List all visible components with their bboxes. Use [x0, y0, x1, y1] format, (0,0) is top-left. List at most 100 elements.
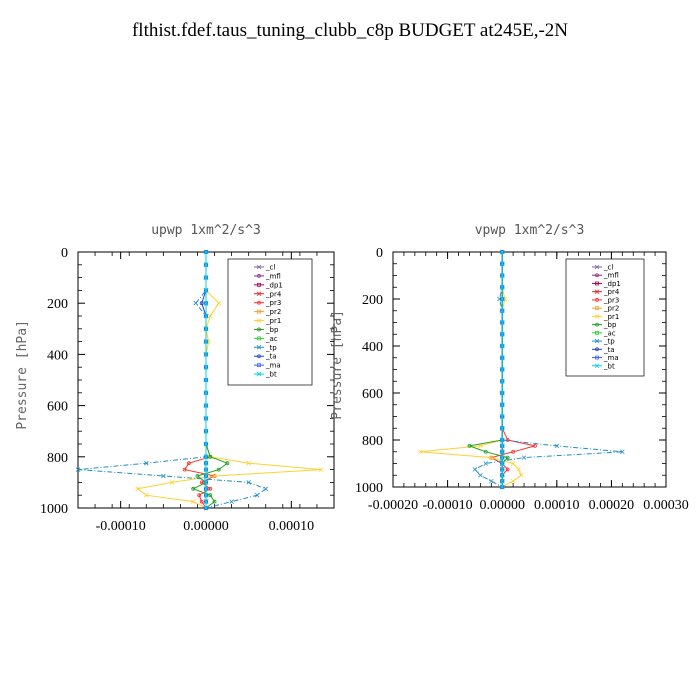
plot-2-ytick-label: 0	[376, 246, 383, 261]
plot-1-ytick-label: 600	[47, 400, 68, 415]
plot-2-ytick-label: 400	[362, 340, 383, 355]
plot-1-series-bt-point	[203, 288, 209, 293]
plot-1-series-bp-point	[208, 493, 213, 498]
plot-2-legend-entry: _ta	[603, 346, 615, 354]
plot-2-series-bt-point	[499, 331, 505, 337]
plot-2-series-pr1-line	[420, 252, 522, 488]
plot-1-legend-entry: _bt	[265, 371, 277, 379]
plot-1-series-bt-point	[203, 339, 209, 344]
plot-2-series-bt-point	[499, 390, 505, 396]
plot-1-series-pr1-point	[216, 300, 222, 306]
plot-1-series-tp-point	[254, 492, 260, 498]
plot-2-series-bt-point	[499, 261, 505, 267]
plot-2-series-bt-point	[499, 367, 505, 372]
plot-1-series-bt-point	[203, 486, 209, 492]
plot-1-series-bp-point	[191, 486, 196, 491]
plot-1-series-bt-point	[203, 377, 209, 383]
plot-2-series-pr3-point	[511, 449, 516, 454]
plot-2-ytick-label: 200	[362, 293, 383, 308]
plot-2-series-pr3-point	[505, 467, 510, 472]
plot-2-series-tp-point	[521, 455, 527, 460]
plot-1-legend-entry: _cl	[265, 264, 275, 272]
plot-2-ytick-label: 600	[362, 387, 383, 402]
plot-1-series-pr3-point	[208, 486, 213, 491]
plot-2-series-bt-point	[499, 437, 505, 443]
plot-1-series-pr1-point	[246, 460, 251, 466]
plot-2-legend-marker	[594, 264, 600, 270]
plot-2-title: vpwp 1xm^2/s^3	[475, 223, 585, 238]
plot-2-legend-entry: _cl	[603, 264, 613, 272]
plot-1-series-bt-point	[203, 403, 209, 408]
plot-1-series-bp	[191, 250, 230, 510]
plot-2-xtick-label: 0.00010	[534, 498, 580, 513]
plot-1-series-pr1-point	[143, 492, 149, 498]
plot-1-series-bt-point	[203, 416, 209, 421]
plot-1-series-tp-point	[263, 486, 269, 492]
plot-1-series-bp-point	[212, 499, 217, 504]
plot-1-series-pr1-point	[135, 486, 141, 492]
plot-2-series-bt-point	[499, 402, 505, 408]
plot-1-series-bt-point	[203, 249, 209, 255]
plot-2-series-pr1-point	[516, 467, 521, 472]
plot-1-series-bt-point	[203, 390, 209, 396]
plot-2-legend-entry: _pr2	[603, 305, 619, 313]
plot-1-series-bt-point	[203, 364, 209, 370]
plot-1-series-pr1-point	[212, 473, 217, 479]
plot-1-series-pr3	[182, 250, 217, 510]
plot-1-series-ta-point	[199, 301, 204, 306]
plot-2-xtick-label: 0.00000	[479, 498, 525, 513]
plot-1-title: upwp 1xm^2/s^3	[151, 223, 261, 238]
plot-2: vpwp 1xm^2/s^3 Pressure [hPa] 0 200 400 600 80…	[330, 223, 689, 513]
plot-1-legend-entry: _pr2	[265, 308, 281, 316]
plot-2-series-bt-point	[499, 449, 505, 455]
plot-1-series-bp-point	[195, 474, 200, 478]
plot-1-series-bt-point	[203, 467, 209, 472]
plot-2-legend-entry: _ma	[603, 354, 619, 362]
plot-2-series-pr1-point	[510, 478, 516, 484]
plot-2-series-bt-point	[499, 378, 505, 384]
plot-2-legend-marker	[595, 298, 599, 302]
plot-2-legend-marker	[595, 347, 599, 352]
plot-1-series-bt-point	[203, 275, 209, 280]
plot-1-series-bp-point	[216, 467, 221, 472]
plot-1-legend-marker	[256, 371, 262, 377]
plot-2-series-bt-point	[499, 467, 505, 472]
plot-2-series-bp-point	[505, 455, 510, 460]
plot-2-legend: _cl_mfl_dp1_pr4_pr3_pr2_pr1_bp_ac_tp_ta_…	[565, 258, 645, 377]
plot-1-series-pr3-line	[183, 252, 216, 509]
plot-2-legend-marker	[595, 330, 599, 335]
plot-1-legend-entry: _dp1	[265, 281, 283, 289]
plot-2-series-bt-point	[499, 443, 505, 449]
plot-1: upwp 1xm^2/s^3 Pressure [hPa] 0 200 400 600 80…	[15, 223, 335, 534]
plot-1-legend-entry: _ta	[265, 353, 277, 361]
plot-2-series-bt-point	[499, 320, 505, 325]
plot-2-legend-marker	[595, 281, 599, 286]
plot-2-series-bt-point	[499, 249, 505, 255]
plot-1-series-tp-point	[229, 499, 234, 504]
plot-2-series-bt-point	[499, 472, 505, 478]
plot-2-legend-entry: _pr3	[603, 296, 619, 304]
plot-1-series-bt-point	[203, 473, 209, 479]
plot-2-legend-entry: _mfl	[603, 272, 619, 280]
page-title: flthist.fdef.taus_tuning_clubb_c8p BUDGE…	[131, 20, 569, 41]
plot-2-series-bt-point	[499, 484, 505, 490]
plot-2-series-bt-point	[499, 273, 505, 278]
plot-1-ylabel: Pressure [hPa]	[15, 320, 30, 430]
plot-2-xtick-label: -0.00020	[368, 498, 418, 513]
plot-2-legend-entry: _pr4	[603, 288, 620, 296]
plot-1-legend-marker	[257, 274, 261, 278]
plot-2-series-tp-point	[472, 467, 478, 472]
plot-2-ytick-label: 800	[362, 434, 383, 449]
plot-1-series-bt-point	[203, 300, 209, 306]
plot-2-legend-entry: _ac	[603, 329, 616, 337]
plot-1-legend-marker	[256, 345, 262, 350]
plot-2-legend-marker	[595, 322, 599, 327]
plot-1-series-bp-point	[208, 454, 213, 459]
plot-1-series-bp-point	[225, 461, 230, 466]
plot-1-series-tp-point	[161, 473, 166, 479]
plot-1-series-bt-point	[203, 262, 209, 268]
plot-1-series-bp-line	[191, 252, 229, 509]
plot-2-series-bt-point	[499, 455, 505, 460]
plot-2-series-bt	[499, 249, 505, 490]
